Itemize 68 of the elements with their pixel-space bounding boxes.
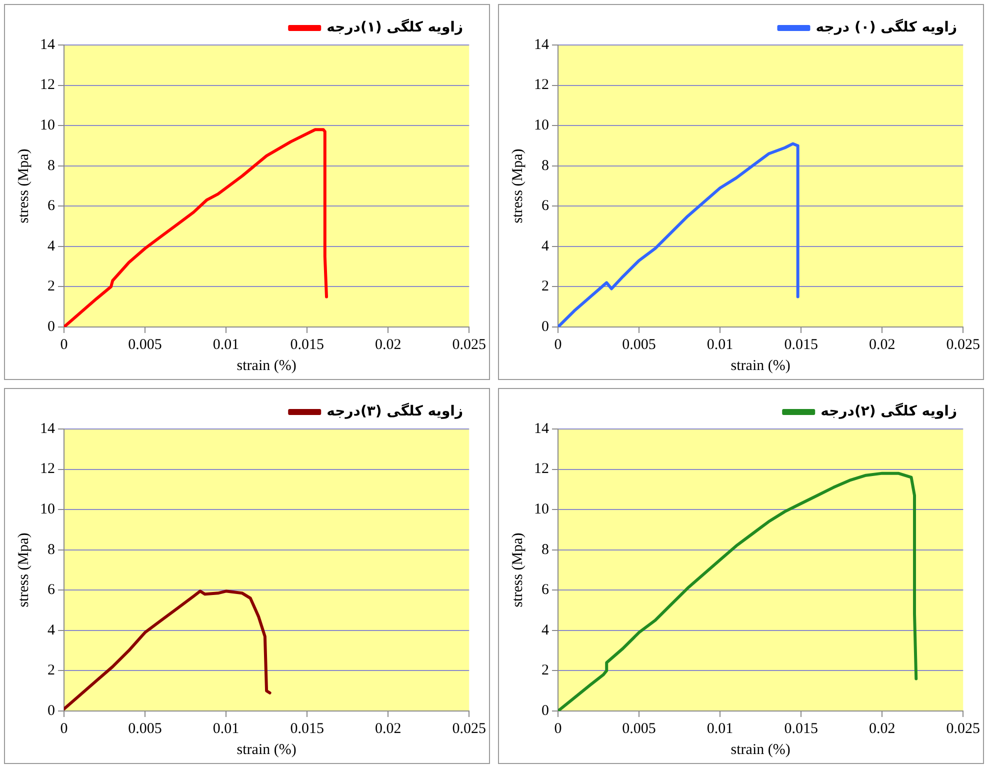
y-tick-label: 6 (48, 198, 56, 214)
y-axis-title: stress (Mpa) (510, 148, 526, 224)
x-tick-label: 0.02 (374, 336, 402, 353)
y-tick-label: 4 (542, 622, 550, 638)
x-axis-title: strain (%) (236, 742, 296, 758)
x-tick-label: 0.025 (452, 336, 486, 353)
x-tick-label: 0.02 (868, 336, 896, 353)
y-axis-title: stress (Mpa) (510, 532, 526, 608)
x-tick-label: 0.015 (290, 336, 324, 353)
x-tick-label: 0.02 (868, 720, 896, 737)
x-tick-label: 0.025 (946, 720, 980, 737)
legend-label: زاویه کلگی (۰) درجه (816, 18, 958, 36)
y-tick-label: 2 (542, 662, 549, 679)
x-tick-label: 0.005 (622, 336, 656, 353)
y-axis-title: stress (Mpa) (16, 148, 32, 224)
y-tick-label: 0 (542, 702, 549, 719)
y-tick-label: 12 (40, 461, 55, 478)
y-tick-label: 14 (40, 36, 56, 53)
x-tick-label: 0.02 (374, 720, 402, 737)
y-tick-label: 8 (48, 158, 55, 174)
y-tick-label: 12 (40, 77, 55, 94)
x-tick-label: 0.005 (128, 336, 162, 353)
y-tick-label: 10 (534, 118, 549, 134)
y-tick-label: 8 (542, 542, 549, 558)
y-tick-label: 2 (48, 278, 55, 295)
x-tick-label: 0.025 (946, 336, 980, 353)
x-tick-label: 0.015 (784, 336, 818, 353)
y-tick-label: 4 (48, 238, 56, 254)
x-tick-label: 0.005 (128, 720, 162, 737)
y-tick-label: 4 (542, 238, 550, 254)
x-tick-label: 0.01 (706, 720, 734, 737)
x-tick-label: 0 (60, 720, 68, 737)
y-tick-label: 14 (534, 420, 550, 437)
x-tick-label: 0.015 (290, 720, 324, 737)
x-tick-label: 0.01 (706, 336, 734, 353)
y-tick-label: 14 (534, 36, 550, 53)
legend-label: زاویه کلگی (۱)درجه (326, 18, 464, 36)
x-tick-label: 0.025 (452, 720, 486, 737)
x-tick-label: 0 (554, 336, 562, 353)
y-axis-title: stress (Mpa) (16, 532, 32, 608)
x-tick-label: 0 (554, 720, 562, 737)
y-tick-label: 8 (542, 158, 549, 174)
x-axis-title: strain (%) (730, 358, 790, 374)
x-tick-label: 0 (60, 336, 68, 353)
y-tick-label: 0 (48, 318, 55, 335)
y-tick-label: 0 (542, 318, 549, 335)
legend-label: زاویه کلگی (۳)درجه (326, 402, 464, 420)
x-tick-label: 0.015 (784, 720, 818, 737)
x-axis-title: strain (%) (236, 358, 296, 374)
y-tick-label: 6 (542, 198, 550, 214)
x-tick-label: 0.01 (212, 336, 240, 353)
y-tick-label: 6 (542, 582, 550, 598)
y-tick-label: 12 (534, 461, 549, 478)
y-tick-label: 0 (48, 702, 55, 719)
y-tick-label: 10 (40, 118, 55, 134)
y-tick-label: 2 (542, 278, 549, 295)
y-tick-label: 14 (40, 420, 56, 437)
y-tick-label: 2 (48, 662, 55, 679)
y-tick-label: 4 (48, 622, 56, 638)
y-tick-label: 6 (48, 582, 56, 598)
legend-label: زاویه کلگی (۲)درجه (820, 402, 958, 420)
y-tick-label: 12 (534, 77, 549, 94)
x-axis-title: strain (%) (730, 742, 790, 758)
x-tick-label: 0.005 (622, 720, 656, 737)
y-tick-label: 10 (534, 502, 549, 518)
x-tick-label: 0.01 (212, 720, 240, 737)
y-tick-label: 8 (48, 542, 55, 558)
y-tick-label: 10 (40, 502, 55, 518)
